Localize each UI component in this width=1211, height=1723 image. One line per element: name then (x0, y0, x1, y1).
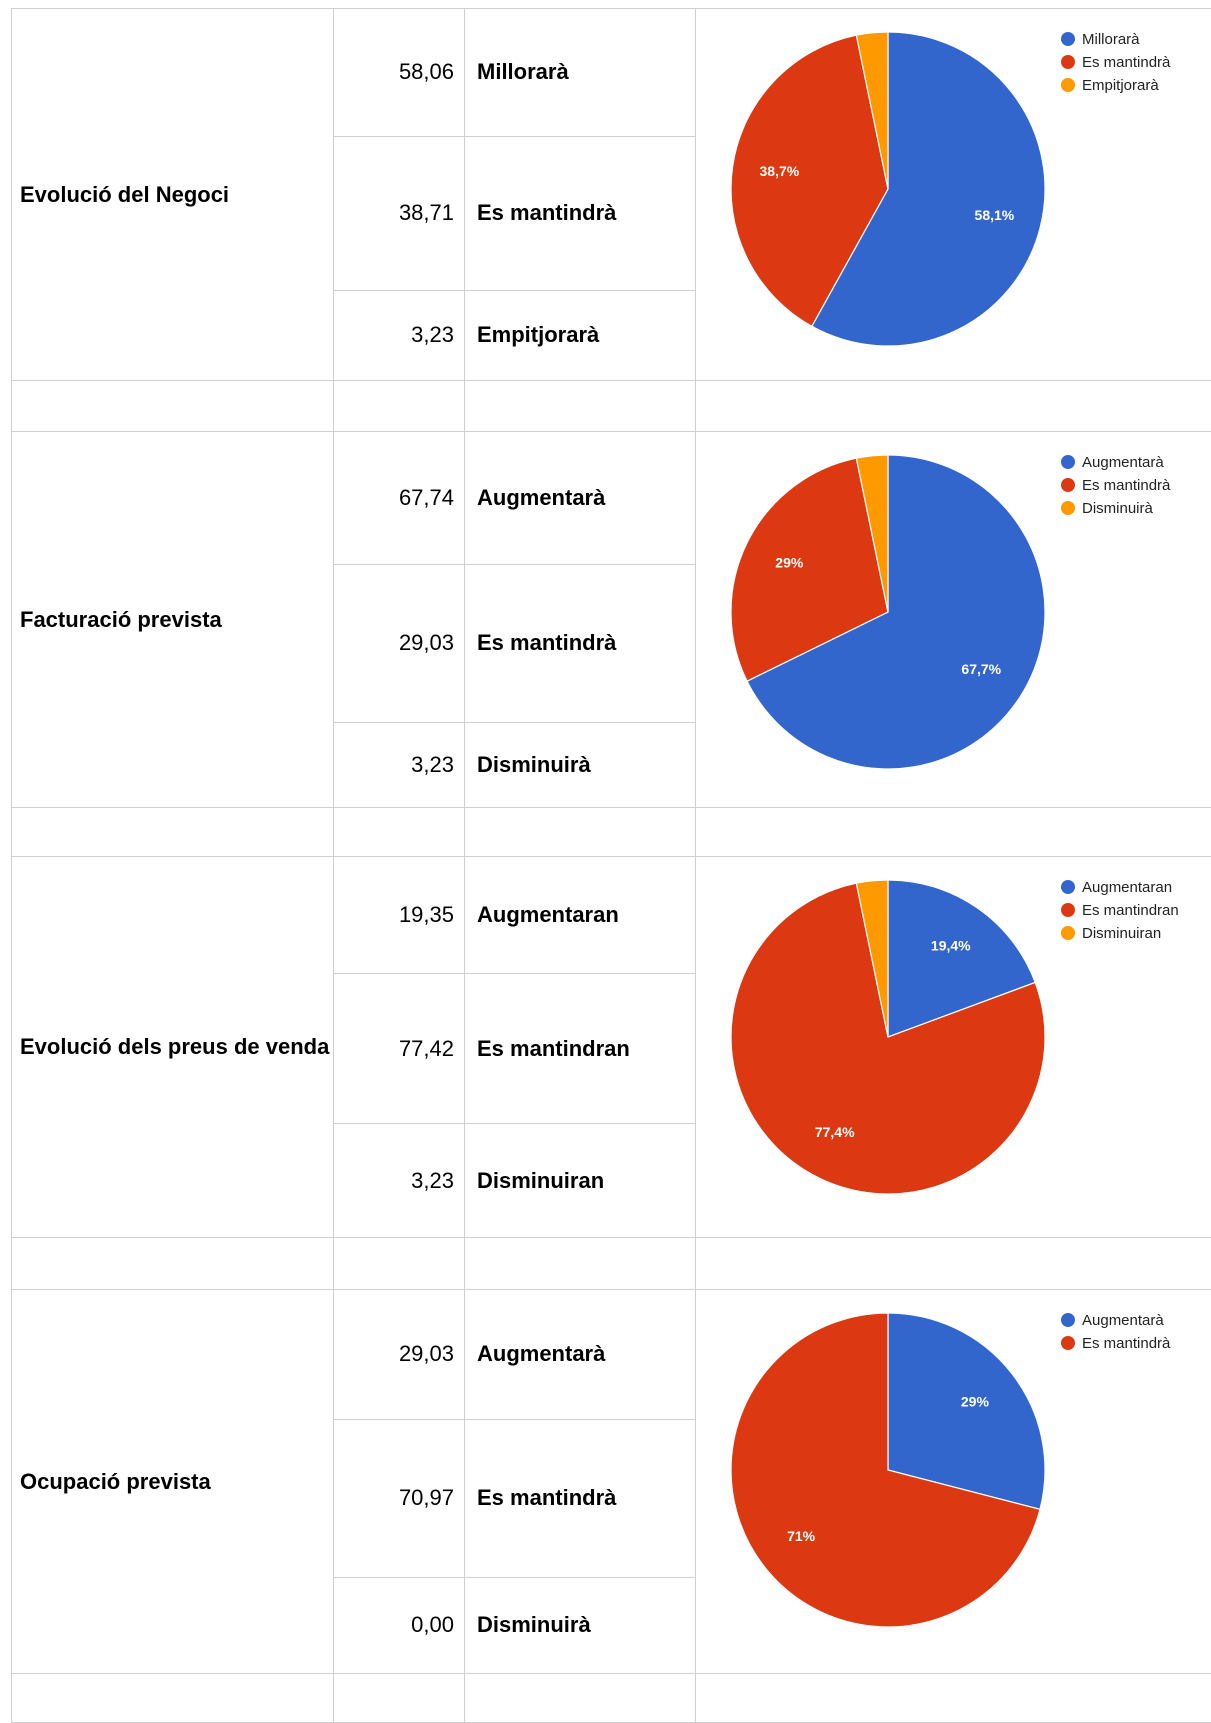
pie-chart: 19,4% 77,4% Augmentaran Es mantindran Dismin… (696, 857, 1211, 1231)
pie-chart: 29% 71% Augmentarà Es mantindrà (696, 1290, 1211, 1667)
cell-label: Augmentaran (465, 857, 696, 974)
spacer-row (12, 1674, 1211, 1723)
slice-label: 58,1% (975, 207, 1015, 223)
spacer-cell (465, 808, 696, 857)
spacer-cell (465, 1674, 696, 1723)
section-label: Facturació prevista (12, 432, 334, 808)
pie-chart: 58,1% 38,7% Millorarà Es mantindrà Empitjora… (696, 9, 1211, 374)
spacer-cell (465, 1238, 696, 1290)
section-label: Evolució dels preus de venda (12, 857, 334, 1238)
spacer-row (12, 808, 1211, 857)
chart-cell: 29% 71% Augmentarà Es mantindrà (696, 1290, 1211, 1674)
cell-value: 29,03 (334, 1290, 465, 1420)
spacer-cell (12, 381, 334, 432)
legend-label: Millorarà (1082, 31, 1140, 48)
cell-value: 3,23 (334, 290, 465, 380)
legend-label: Augmentarà (1082, 1312, 1164, 1329)
spacer-cell (465, 381, 696, 432)
spacer-cell (334, 381, 465, 432)
section-label: Evolució del Negoci (12, 9, 334, 381)
cell-label: Millorarà (465, 9, 696, 137)
cell-value: 67,74 (334, 432, 465, 565)
spacer-cell (12, 808, 334, 857)
spacer-row (12, 1238, 1211, 1290)
cell-value: 77,42 (334, 973, 465, 1124)
slice-label: 29% (961, 1393, 990, 1409)
chart-cell: 58,1% 38,7% Millorarà Es mantindrà Empitjora… (696, 9, 1211, 381)
spacer-cell (12, 1674, 334, 1723)
legend-marker (1061, 903, 1075, 917)
legend-marker (1061, 501, 1075, 515)
legend-marker (1061, 78, 1075, 92)
cell-value: 0,00 (334, 1577, 465, 1673)
cell-value: 19,35 (334, 857, 465, 974)
spacer-cell (12, 1238, 334, 1290)
legend-marker (1061, 880, 1075, 894)
spacer-cell (334, 1238, 465, 1290)
legend-marker (1061, 455, 1075, 469)
legend-marker (1061, 926, 1075, 940)
legend-label: Disminuiran (1082, 925, 1161, 942)
spacer-cell (334, 808, 465, 857)
legend-marker (1061, 32, 1075, 46)
slice-label: 19,4% (931, 937, 971, 953)
chart-cell: 67,7% 29% Augmentarà Es mantindrà Disminuirà (696, 432, 1211, 808)
slice-label: 29% (775, 554, 804, 570)
chart-cell: 19,4% 77,4% Augmentaran Es mantindran Dismin… (696, 857, 1211, 1238)
legend-label: Es mantindran (1082, 902, 1179, 919)
legend-label: Disminuirà (1082, 500, 1154, 517)
cell-value: 29,03 (334, 564, 465, 722)
legend-label: Augmentaran (1082, 879, 1172, 896)
cell-label: Augmentarà (465, 1290, 696, 1420)
cell-label: Es mantindrà (465, 564, 696, 722)
cell-label: Es mantindrà (465, 1419, 696, 1577)
slice-label: 77,4% (815, 1124, 855, 1140)
cell-value: 38,71 (334, 136, 465, 290)
legend-label: Es mantindrà (1082, 54, 1171, 71)
slice-label: 38,7% (760, 163, 800, 179)
slice-label: 67,7% (961, 661, 1001, 677)
legend-marker (1061, 1336, 1075, 1350)
cell-value: 70,97 (334, 1419, 465, 1577)
legend-marker (1061, 478, 1075, 492)
spacer-cell (696, 1674, 1211, 1723)
legend-label: Augmentarà (1082, 454, 1164, 471)
slice-label: 71% (787, 1528, 816, 1544)
cell-value: 3,23 (334, 722, 465, 807)
cell-label: Disminuirà (465, 1577, 696, 1673)
spacer-cell (696, 1238, 1211, 1290)
legend-label: Es mantindrà (1082, 477, 1171, 494)
section-label: Ocupació prevista (12, 1290, 334, 1674)
cell-label: Es mantindrà (465, 136, 696, 290)
cell-value: 3,23 (334, 1124, 465, 1238)
spacer-row (12, 381, 1211, 432)
cell-label: Empitjorarà (465, 290, 696, 380)
spacer-cell (696, 381, 1211, 432)
cell-label: Es mantindran (465, 973, 696, 1124)
legend-marker (1061, 1313, 1075, 1327)
cell-label: Disminuiran (465, 1124, 696, 1238)
pie-chart: 67,7% 29% Augmentarà Es mantindrà Disminuirà (696, 432, 1211, 801)
spacer-cell (696, 808, 1211, 857)
spacer-cell (334, 1674, 465, 1723)
legend-label: Empitjorarà (1082, 77, 1159, 94)
cell-label: Augmentarà (465, 432, 696, 565)
legend-label: Es mantindrà (1082, 1335, 1171, 1352)
legend-marker (1061, 55, 1075, 69)
cell-label: Disminuirà (465, 722, 696, 807)
cell-value: 58,06 (334, 9, 465, 137)
